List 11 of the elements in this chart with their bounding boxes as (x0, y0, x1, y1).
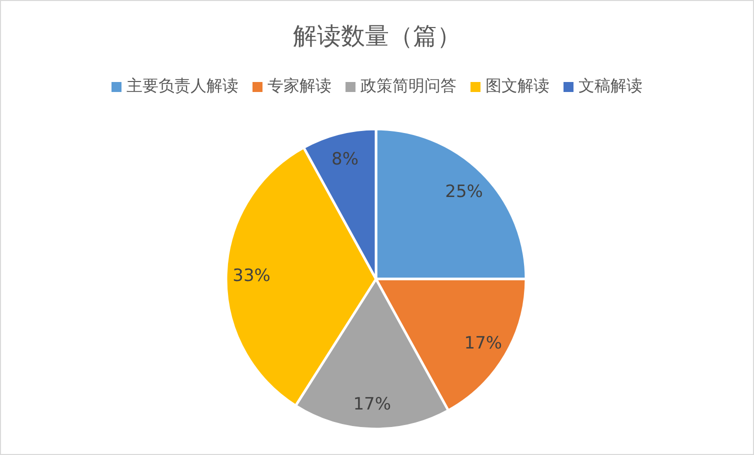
legend-label: 专家解读 (268, 76, 332, 95)
legend-label: 图文解读 (486, 76, 550, 95)
data-label: 25% (445, 182, 483, 202)
legend-label: 主要负责人解读 (126, 76, 238, 95)
data-label: 17% (464, 333, 502, 354)
legend-label: 文稿解读 (578, 76, 642, 95)
data-label: 8% (332, 149, 359, 170)
data-label: 17% (353, 394, 391, 414)
chart-title: 解读数量（篇） (293, 22, 461, 50)
legend-label: 政策简明问答 (360, 76, 456, 95)
data-label: 33% (232, 266, 270, 286)
